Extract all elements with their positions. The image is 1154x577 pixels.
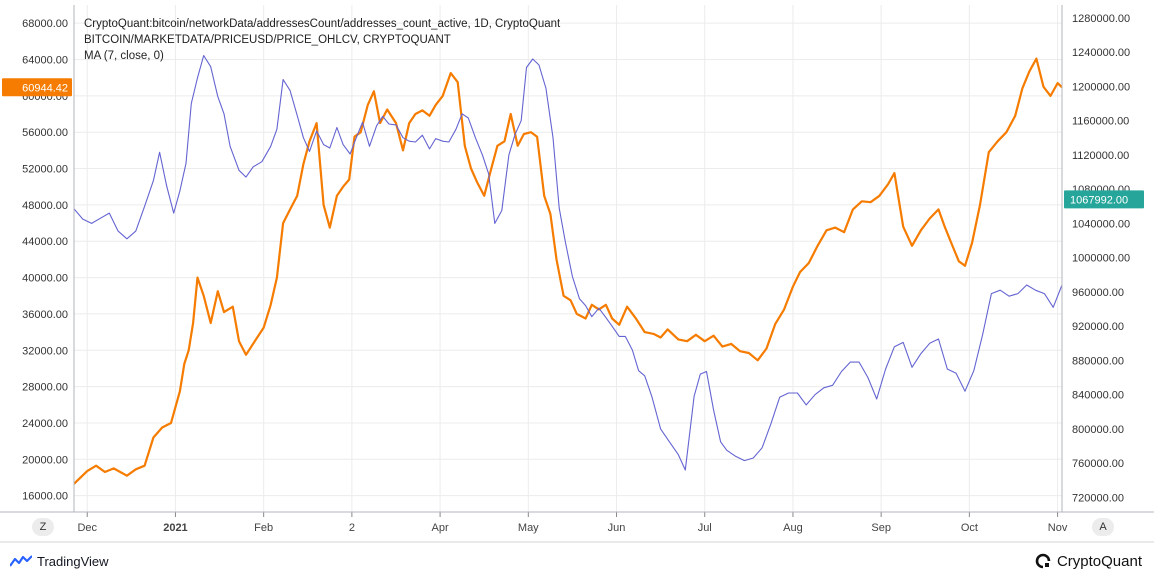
right-tick-label: 1120000.00	[1072, 150, 1129, 162]
left-tick-label: 56000.00	[22, 127, 68, 139]
x-tick-label: Aug	[783, 522, 803, 534]
left-tick-label: 52000.00	[22, 164, 68, 176]
right-tick-label: 800000.00	[1072, 424, 1124, 436]
x-tick-label: 2021	[163, 522, 187, 534]
legend-entry: MA (7, close, 0)	[84, 50, 164, 62]
x-tick-label: Feb	[254, 522, 273, 534]
right-tick-label: 760000.00	[1072, 458, 1124, 470]
cryptoquant-brand[interactable]: CryptoQuant	[1035, 550, 1142, 572]
legend-entry: CryptoQuant:bitcoin/networkData/addresse…	[84, 18, 561, 30]
x-tick-label: Apr	[432, 522, 449, 534]
right-tick-label: 880000.00	[1072, 355, 1124, 367]
plot-area	[74, 5, 1062, 512]
right-tick-label: 1240000.00	[1072, 47, 1130, 59]
left-current-value-label: 60944.42	[22, 82, 68, 94]
axes: 16000.00 20000.00 24000.00 28000.00 32000.00…	[0, 5, 1154, 543]
right-current-value-badge	[1064, 190, 1144, 209]
right-tick-label: 1280000.00	[1072, 13, 1130, 25]
x-tick-label: May	[518, 522, 539, 534]
left-tick-label: 44000.00	[22, 236, 68, 248]
cryptoquant-logo-icon	[1035, 553, 1051, 569]
left-tick-label: 64000.00	[22, 55, 68, 67]
x-tick-label: Dec	[77, 522, 97, 534]
left-tick-label: 32000.00	[22, 345, 68, 357]
right-current-value-label: 1067992.00	[1070, 194, 1128, 206]
legend: CryptoQuant:bitcoin/networkData/addresse…	[84, 18, 561, 62]
right-tick-label: 1000000.00	[1072, 253, 1130, 265]
left-tick-label: 68000.00	[22, 18, 68, 30]
legend-entry: BITCOIN/MARKETDATA/PRICEUSD/PRICE_OHLCV,…	[84, 34, 451, 46]
active-addresses-series-line	[74, 54, 1062, 471]
tradingview-logo-icon	[10, 555, 32, 567]
x-tick-label: Nov	[1048, 522, 1068, 534]
left-tick-label: 20000.00	[22, 454, 68, 466]
price-ma-series-line	[74, 57, 1062, 485]
left-tick-label: 24000.00	[22, 418, 68, 430]
x-tick-label: Oct	[961, 522, 978, 534]
right-tick-label: 720000.00	[1072, 492, 1124, 504]
x-tick-label: Jul	[698, 522, 712, 534]
left-tick-label: 16000.00	[22, 491, 68, 503]
right-tick-label: 960000.00	[1072, 287, 1124, 299]
x-tick-label: Jun	[608, 522, 626, 534]
auto-scale-left-button[interactable]: Z	[32, 518, 54, 536]
series-layer	[74, 54, 1062, 485]
right-tick-label: 840000.00	[1072, 390, 1124, 402]
left-tick-label: 48000.00	[22, 200, 68, 212]
x-tick-label: 2	[349, 522, 355, 534]
right-tick-label: 920000.00	[1072, 321, 1124, 333]
tradingview-brand[interactable]: TradingView	[10, 551, 109, 571]
left-tick-label: 36000.00	[22, 309, 68, 321]
right-tick-label: 1160000.00	[1072, 116, 1129, 128]
x-tick-label: Sep	[871, 522, 891, 534]
tradingview-label: TradingView	[37, 553, 109, 569]
left-current-value-badge	[2, 78, 72, 97]
chart: 16000.00 20000.00 24000.00 28000.00 32000.00…	[0, 5, 1154, 543]
grid	[74, 5, 1062, 512]
cryptoquant-label: CryptoQuant	[1056, 552, 1142, 570]
left-tick-label: 28000.00	[22, 382, 68, 394]
auto-scale-right-button[interactable]: A	[1092, 518, 1114, 536]
left-tick-label: 40000.00	[22, 273, 68, 285]
right-tick-label: 1200000.00	[1072, 81, 1130, 93]
right-tick-label: 1040000.00	[1072, 218, 1130, 230]
